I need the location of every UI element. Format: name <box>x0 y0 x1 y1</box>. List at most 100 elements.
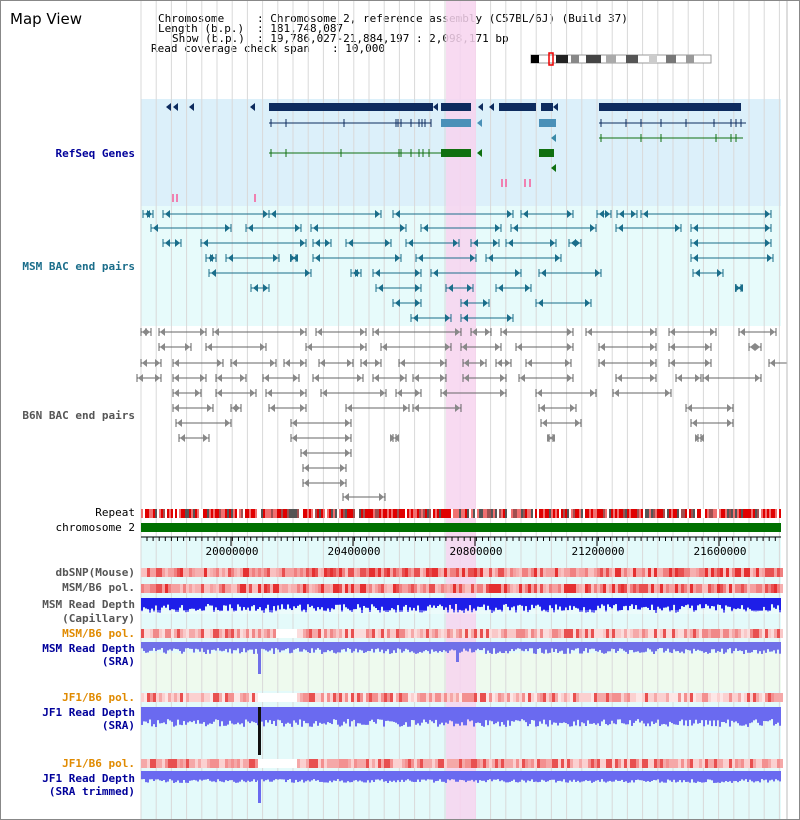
msm-capillary-depth-bar <box>711 598 713 606</box>
repeat-segment <box>535 509 537 518</box>
jf1-trim-depth-bar <box>365 771 367 783</box>
jf1-trim-depth-bar <box>497 771 499 780</box>
b6n-bac-pair <box>265 389 307 397</box>
msm-sra-depth-bar <box>741 642 743 652</box>
jf1-trim-depth-bar <box>415 771 417 782</box>
jf1-trim-depth-bar <box>529 771 531 782</box>
repeat-segment <box>389 509 391 518</box>
jf1-pol-strip-2 <box>456 759 459 768</box>
jf1-pol-strip <box>363 693 366 702</box>
msm-capillary-depth-bar <box>753 598 755 612</box>
jf1-trim-depth-bar <box>643 771 645 781</box>
msm-capillary-depth-bar <box>635 598 637 606</box>
msm-pol-sra-strip <box>720 629 723 638</box>
dbsnp-strip <box>258 568 261 577</box>
jf1-pol-strip-2 <box>669 759 672 768</box>
msm-capillary-depth-bar <box>227 598 229 612</box>
repeat-segment <box>447 509 449 518</box>
gene-arrow <box>477 149 482 157</box>
jf1-trim-depth-bar <box>649 771 651 782</box>
msm-pol-sra-strip <box>186 629 189 638</box>
jf1-trim-depth-bar <box>157 771 159 780</box>
jf1-trim-depth-bar <box>479 771 481 781</box>
jf1-trim-depth-bar <box>449 771 451 781</box>
msm-bac-pair <box>312 254 402 262</box>
track-label-msm-bac[interactable]: MSM BAC end pairs <box>22 260 135 273</box>
msm-pol-sra-strip <box>711 629 714 638</box>
jf1-trim-depth-bar <box>155 771 157 780</box>
jf1-trim-depth-bar <box>725 771 727 782</box>
repeat-segment <box>549 509 551 518</box>
jf1-sra-depth-bar <box>593 707 595 724</box>
msm-capillary-depth-bar <box>553 598 555 613</box>
msm-sra-depth-bar <box>753 642 755 650</box>
jf1-sra-depth-bar <box>463 707 465 726</box>
msm-sra-depth-bar <box>161 642 163 649</box>
msm-bac-pair <box>375 284 422 292</box>
repeat-segment <box>385 509 387 518</box>
jf1-pol-strip <box>435 693 438 702</box>
track-label-refseq[interactable]: RefSeq Genes <box>55 147 135 160</box>
jf1-trim-depth-bar <box>373 771 375 782</box>
bac-end-marker <box>488 254 493 262</box>
repeat-segment <box>427 509 429 518</box>
ideogram-band <box>571 55 579 63</box>
dbsnp-strip <box>426 568 429 577</box>
jf1-sra-depth-bar <box>545 707 547 725</box>
msm-sra-depth-bar <box>531 642 533 649</box>
msm-pol-strip <box>588 584 591 593</box>
jf1-pol-strip-2 <box>702 759 705 768</box>
bac-end-marker <box>302 449 307 457</box>
jf1-pol-strip <box>183 693 186 702</box>
dbsnp-strip <box>219 568 222 577</box>
repeat-segment <box>751 509 753 518</box>
msm-pol-sra-strip <box>438 629 441 638</box>
dbsnp-strip <box>459 568 462 577</box>
jf1-pol-strip <box>456 693 459 702</box>
msm-sra-depth-bar <box>453 642 455 651</box>
jf1-trim-depth-bar <box>329 771 331 781</box>
repeat-segment <box>375 509 377 518</box>
msm-sra-depth-bar <box>729 642 731 649</box>
jf1-pol-strip <box>696 693 699 702</box>
bac-end-marker <box>735 284 740 292</box>
jf1-pol-strip-2 <box>531 759 534 768</box>
msm-sra-depth-bar <box>631 642 633 651</box>
msm-pol-sra-strip <box>261 629 264 638</box>
track-label-b6n-bac[interactable]: B6N BAC end pairs <box>22 409 135 422</box>
msm-sra-depth-bar <box>667 642 669 649</box>
jf1-sra-depth-bar <box>189 707 191 722</box>
repeat-segment <box>461 509 463 518</box>
dbsnp-strip <box>669 568 672 577</box>
msm-sra-depth-bar <box>143 642 145 651</box>
jf1-pol-strip-2 <box>744 759 747 768</box>
msm-pol-strip <box>690 584 693 593</box>
jf1-trim-depth-bar <box>461 771 463 781</box>
jf1-pol-strip <box>165 693 168 702</box>
repeat-segment <box>687 509 689 518</box>
jf1-sra-depth-bar <box>231 707 233 724</box>
dbsnp-strip <box>657 568 660 577</box>
repeat-segment <box>309 509 311 518</box>
dbsnp-strip <box>201 568 204 577</box>
repeat-segment <box>405 509 407 518</box>
msm-pol-sra-strip <box>495 629 498 638</box>
msm-capillary-depth-bar <box>531 598 533 605</box>
jf1-trim-depth-bar <box>745 771 747 780</box>
msm-pol-strip <box>681 584 684 593</box>
jf1-sra-depth-bar <box>695 707 697 720</box>
msm-pol-sra-strip <box>468 629 471 638</box>
msm-capillary-depth-bar <box>509 598 511 611</box>
msm-capillary-depth-bar <box>523 598 525 612</box>
msm-pol-strip <box>657 584 660 593</box>
length-key: Length (b.p.) <box>158 22 245 35</box>
jf1-pol-strip-2 <box>615 759 618 768</box>
bac-end-marker <box>344 493 349 501</box>
msm-pol-strip <box>153 584 156 593</box>
dbsnp-strip <box>168 568 171 577</box>
jf1-pol-strip-2 <box>396 759 399 768</box>
jf1-pol-strip <box>630 693 633 702</box>
jf1-sra-depth-bar <box>595 707 597 725</box>
jf1-pol-strip <box>360 693 363 702</box>
